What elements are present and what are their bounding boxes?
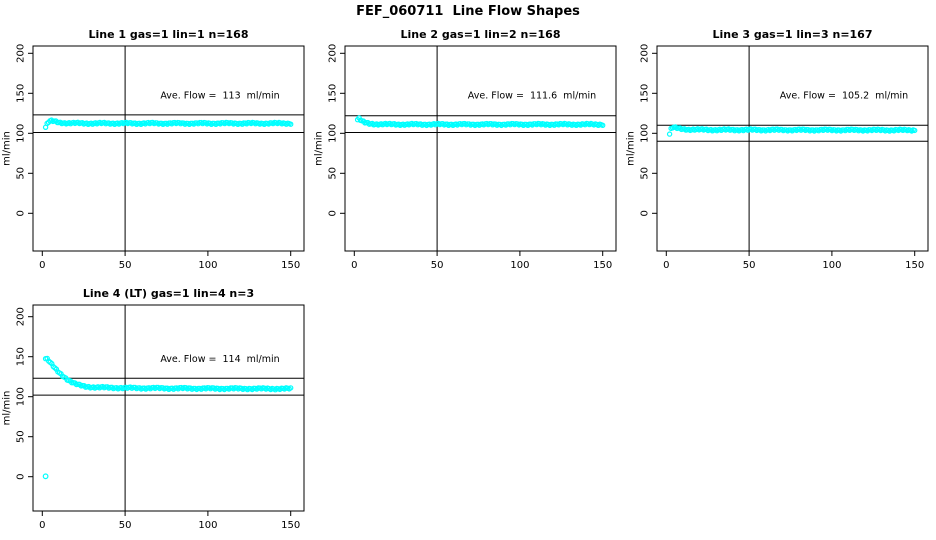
y-tick-label: 50	[328, 167, 339, 180]
plot-box	[32, 304, 305, 512]
panel-line1: Line 1 gas=1 lin=1 n=168 0 50 100 150 0 50 100 1…	[2, 28, 305, 271]
y-axis-label: ml/min	[2, 391, 13, 426]
x-tick-label: 150	[905, 260, 924, 271]
x-tick-label: 0	[39, 260, 45, 271]
data-point	[288, 121, 294, 127]
x-tick-label: 50	[431, 260, 444, 271]
y-axis-label: ml/min	[626, 131, 637, 166]
y-tick-label: 0	[16, 474, 27, 480]
y-tick-label: 200	[16, 44, 27, 63]
scatter-points	[666, 124, 918, 137]
data-point	[600, 122, 606, 129]
outlier-point	[42, 473, 49, 480]
y-tick-label: 0	[328, 210, 339, 216]
x-tick-label: 50	[743, 260, 756, 271]
y-tick-label: 150	[328, 84, 339, 103]
data-point	[288, 385, 294, 391]
panel-title: Line 1 gas=1 lin=1 n=168	[88, 28, 248, 41]
y-tick-label: 50	[16, 167, 27, 180]
y-tick-label: 200	[328, 44, 339, 63]
plot-box	[344, 45, 617, 252]
y-tick-label: 150	[640, 84, 651, 103]
y-tick-label: 0	[16, 210, 27, 216]
x-tick-label: 100	[510, 260, 529, 271]
y-tick-label: 100	[640, 124, 651, 143]
y-tick-label: 100	[16, 124, 27, 143]
x-tick-label: 100	[822, 260, 841, 271]
data-point	[666, 131, 673, 137]
data-point	[912, 127, 918, 134]
page-title: FEF_060711 Line Flow Shapes	[356, 4, 580, 19]
y-tick-label: 150	[16, 84, 27, 103]
scatter-points	[354, 115, 606, 129]
ave-flow-annotation: Ave. Flow = 114 ml/min	[160, 354, 279, 365]
x-tick-label: 100	[198, 520, 217, 531]
scatter-points	[42, 355, 294, 480]
panel-title: Line 4 (LT) gas=1 lin=4 n=3	[83, 287, 254, 300]
x-tick-label: 50	[119, 520, 132, 531]
y-tick-label: 100	[16, 387, 27, 406]
ave-flow-annotation: Ave. Flow = 105.2 ml/min	[780, 91, 908, 102]
x-tick-label: 0	[663, 260, 669, 271]
y-tick-label: 200	[640, 44, 651, 63]
plot-box	[32, 45, 305, 252]
y-axis-label: ml/min	[314, 131, 325, 166]
x-tick-label: 0	[351, 260, 357, 271]
y-tick-label: 100	[328, 124, 339, 143]
y-tick-label: 50	[16, 430, 27, 443]
panel-line4: Line 4 (LT) gas=1 lin=4 n=3 0 50 100 150 0 50 1…	[2, 287, 305, 531]
ave-flow-annotation: Ave. Flow = 113 ml/min	[160, 91, 279, 102]
panel-title: Line 2 gas=1 lin=2 n=168	[400, 28, 560, 41]
y-tick-label: 50	[640, 167, 651, 180]
x-tick-label: 150	[593, 260, 612, 271]
y-tick-label: 150	[16, 347, 27, 366]
x-tick-label: 150	[281, 260, 300, 271]
plot-box	[656, 45, 929, 252]
ave-flow-annotation: Ave. Flow = 111.6 ml/min	[468, 91, 596, 102]
panel-line2: Line 2 gas=1 lin=2 n=168 0 50 100 150 0 50 100 1…	[314, 28, 617, 271]
x-tick-label: 50	[119, 260, 132, 271]
panel-line3: Line 3 gas=1 lin=3 n=167 0 50 100 150 0 50 100 1…	[626, 28, 929, 271]
y-tick-label: 0	[640, 210, 651, 216]
y-axis-label: ml/min	[2, 131, 13, 166]
panel-title: Line 3 gas=1 lin=3 n=167	[712, 28, 872, 41]
x-tick-label: 100	[198, 260, 217, 271]
x-tick-label: 0	[39, 520, 45, 531]
y-tick-label: 200	[16, 307, 27, 326]
x-tick-label: 150	[281, 520, 300, 531]
scatter-points	[42, 117, 294, 131]
